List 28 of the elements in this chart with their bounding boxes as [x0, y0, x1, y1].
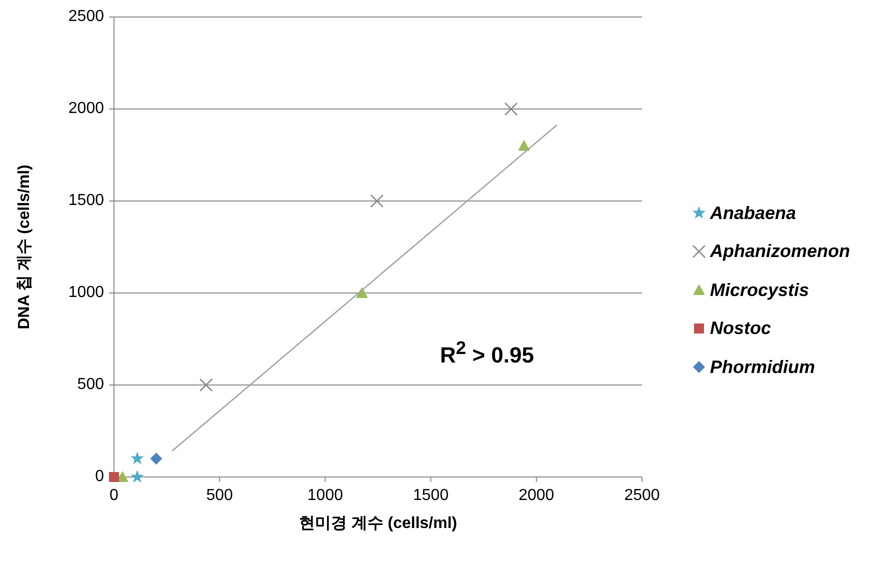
- x-tick-label: 500: [206, 487, 233, 505]
- annotation: R$^{2}$ > 0.95: [440, 337, 534, 369]
- point: [518, 140, 530, 151]
- x-tick-label: 2000: [518, 487, 554, 505]
- point: [199, 378, 213, 392]
- point: [370, 194, 384, 208]
- x-tick-label: 0: [110, 487, 118, 505]
- x-tick-label: 1500: [413, 487, 449, 505]
- y-tick-label: 1500: [68, 192, 104, 210]
- legend-label: Phormidium: [710, 356, 816, 376]
- y-tick-label: 1000: [68, 284, 104, 302]
- legend-label: Nostoc: [710, 318, 772, 338]
- y-tick-label: 0: [95, 468, 104, 486]
- point: [504, 102, 518, 116]
- legend-label: Aphanizomenon: [710, 241, 850, 261]
- point: [130, 470, 144, 483]
- y-axis-title: DNA 칩 계수 (cells/ml): [14, 164, 34, 330]
- legend-label: Anabaena: [710, 202, 796, 222]
- y-tick-label: 2000: [68, 100, 104, 118]
- x-axis-title: 현미경 계수 (cells/ml): [298, 514, 458, 534]
- legend-label: Microcystis: [710, 280, 810, 300]
- point: [130, 452, 144, 464]
- x-tick-label: 1000: [307, 487, 343, 505]
- point: [109, 472, 119, 482]
- y-tick-label: 500: [77, 376, 104, 394]
- point: [150, 452, 162, 465]
- x-tick-label: 2500: [624, 487, 660, 505]
- y-tick-label: 2500: [68, 8, 104, 26]
